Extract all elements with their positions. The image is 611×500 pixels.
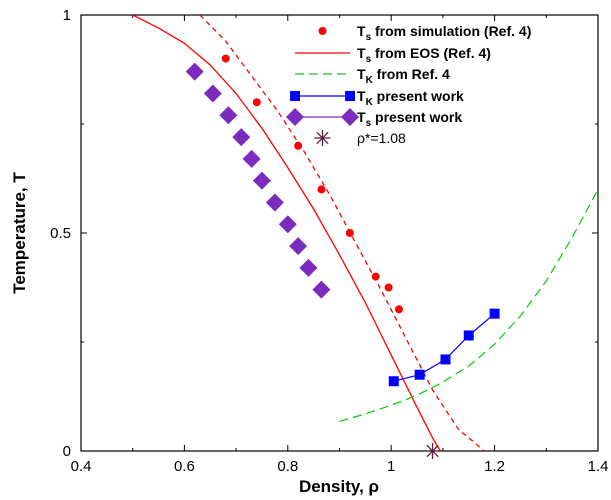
simulation-point <box>317 185 326 194</box>
ts-present-point <box>232 128 251 147</box>
ts-present-point <box>252 171 271 190</box>
legend-swatch-marker <box>286 108 304 126</box>
simulation-point <box>221 54 230 63</box>
plot-area <box>80 14 599 452</box>
simulation-point <box>394 305 403 314</box>
legend-label-main: T <box>357 45 366 61</box>
tk-present-point <box>489 308 500 319</box>
plot-frame <box>80 14 599 452</box>
star-stroke <box>426 444 439 458</box>
x-tick-labels: 0.4 0.6 0.8 1 1.2 1.4 <box>71 458 609 475</box>
legend-entry: ρ*=1.08 <box>314 130 406 146</box>
legend-label: TK from Ref. 4 <box>357 66 450 86</box>
simulation-point <box>252 98 261 107</box>
x-tick-label: 0.6 <box>174 458 195 475</box>
legend-entry: TK from Ref. 4 <box>295 66 450 86</box>
legend-entry: Ts from simulation (Ref. 4) <box>318 23 531 43</box>
legend-swatch-marker <box>341 108 359 126</box>
simulation-point <box>294 141 303 150</box>
y-tick-label: 0 <box>63 443 71 460</box>
legend-label-subscript: K <box>366 75 374 86</box>
ts-present-point <box>203 84 222 103</box>
legend-label-rest: present work <box>373 88 464 104</box>
y-axis-label: Temperature, T <box>10 172 29 294</box>
rho-star-point <box>424 443 441 459</box>
legend-label: Ts from simulation (Ref. 4) <box>357 23 531 43</box>
legend-entry: TK present work <box>290 88 464 108</box>
legend: Ts from simulation (Ref. 4)Ts from EOS (… <box>286 23 531 146</box>
star-stroke <box>316 131 329 145</box>
legend-label-rest: present work <box>371 109 462 125</box>
axis-ticks <box>80 14 599 452</box>
tk-present-point <box>463 330 474 341</box>
y-tick-labels: 00.51 <box>50 7 71 460</box>
legend-label-subscript: K <box>366 97 374 108</box>
ts-present-point <box>242 149 261 168</box>
legend-swatch-marker <box>345 91 355 101</box>
series-layer <box>132 15 598 459</box>
legend-label-rest: from Ref. 4 <box>373 66 450 82</box>
legend-swatch <box>314 130 331 146</box>
simulation-point <box>345 229 354 237</box>
simulation-point <box>384 283 393 292</box>
eos-solid-line <box>132 15 441 451</box>
legend-label-main: T <box>357 109 366 125</box>
legend-label: TK present work <box>357 88 464 108</box>
x-tick-label: 1 <box>387 458 395 475</box>
ts-present-point <box>185 62 204 81</box>
eos-dashed-line <box>199 15 485 451</box>
legend-label: Ts present work <box>357 109 462 129</box>
legend-label-main: ρ*=1.08 <box>357 130 406 146</box>
legend-label-main: T <box>357 66 366 82</box>
x-tick-label: 0.4 <box>71 458 92 475</box>
ts-present-point <box>299 258 318 277</box>
x-tick-label: 0.8 <box>277 458 298 475</box>
legend-label-main: T <box>357 88 366 104</box>
tk-present-point <box>388 376 399 387</box>
tk-ref-dashed-line <box>339 188 598 422</box>
y-tick-label: 0.5 <box>50 225 71 242</box>
legend-swatch-marker <box>290 91 300 101</box>
tk-present-point <box>414 369 425 380</box>
legend-label-subscript: s <box>366 54 372 65</box>
legend-label-main: T <box>357 23 366 39</box>
legend-label-subscript: s <box>366 32 372 43</box>
clipped-series <box>132 15 598 451</box>
legend-label-subscript: s <box>366 118 372 129</box>
tk-present-point <box>440 354 451 365</box>
legend-label: ρ*=1.08 <box>357 130 406 146</box>
legend-entry: Ts present work <box>286 108 462 129</box>
tk-present-line <box>393 313 495 382</box>
legend-swatch <box>318 27 327 35</box>
ts-present-point <box>278 215 297 234</box>
simulation-point <box>371 272 380 281</box>
legend-label-rest: from EOS (Ref. 4) <box>371 45 491 61</box>
x-axis-label: Density, ρ <box>299 477 379 496</box>
ts-present-point <box>265 193 284 212</box>
x-tick-label: 1.4 <box>588 458 609 475</box>
legend-label: Ts from EOS (Ref. 4) <box>357 45 491 65</box>
y-tick-label: 1 <box>63 7 71 24</box>
x-tick-label: 1.2 <box>484 458 505 475</box>
ts-present-point <box>289 237 308 256</box>
ts-present-point <box>219 106 238 125</box>
ts-present-point <box>312 280 331 299</box>
legend-entry: Ts from EOS (Ref. 4) <box>295 45 491 65</box>
legend-label-rest: from simulation (Ref. 4) <box>371 23 531 39</box>
